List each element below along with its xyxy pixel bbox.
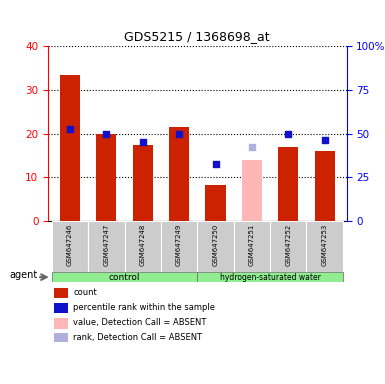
Text: count: count [74, 288, 97, 297]
Text: GSM647247: GSM647247 [103, 223, 109, 266]
Text: value, Detection Call = ABSENT: value, Detection Call = ABSENT [74, 318, 207, 327]
Bar [198, 221, 234, 273]
Bar [96, 134, 116, 221]
Text: GSM647251: GSM647251 [249, 223, 255, 266]
Bar [169, 127, 189, 221]
Text: GSM647250: GSM647250 [213, 223, 219, 266]
Bar [52, 221, 88, 273]
Bar [54, 318, 67, 328]
Bar [54, 303, 67, 313]
Bar [60, 74, 80, 221]
Text: percentile rank within the sample: percentile rank within the sample [74, 303, 216, 312]
Text: GSM647249: GSM647249 [176, 223, 182, 266]
Point [103, 131, 109, 137]
Text: GSM647252: GSM647252 [285, 223, 291, 266]
Bar [133, 145, 153, 221]
Text: GSM647253: GSM647253 [322, 223, 328, 266]
Point [321, 137, 328, 143]
Bar [242, 160, 262, 221]
Text: control: control [109, 273, 140, 281]
Bar [270, 221, 306, 273]
Point [249, 144, 255, 150]
Bar [306, 221, 343, 273]
Bar [54, 288, 67, 298]
Point [285, 131, 291, 137]
Bar [315, 151, 335, 221]
Bar [88, 221, 124, 273]
Bar [124, 221, 161, 273]
Bar [278, 147, 298, 221]
Bar [198, 273, 343, 281]
Bar [206, 185, 226, 221]
Bar [54, 333, 67, 344]
Point [213, 161, 219, 167]
Text: GSM647248: GSM647248 [140, 223, 146, 266]
Bar [161, 221, 197, 273]
Point [140, 139, 146, 146]
Title: GDS5215 / 1368698_at: GDS5215 / 1368698_at [124, 30, 270, 43]
Bar [52, 273, 198, 281]
Text: agent: agent [10, 270, 38, 280]
Text: rank, Detection Call = ABSENT: rank, Detection Call = ABSENT [74, 333, 203, 342]
Point [176, 131, 182, 137]
Text: hydrogen-saturated water: hydrogen-saturated water [220, 273, 321, 281]
Text: GSM647246: GSM647246 [67, 223, 73, 266]
Point [67, 126, 73, 132]
Bar [234, 221, 270, 273]
